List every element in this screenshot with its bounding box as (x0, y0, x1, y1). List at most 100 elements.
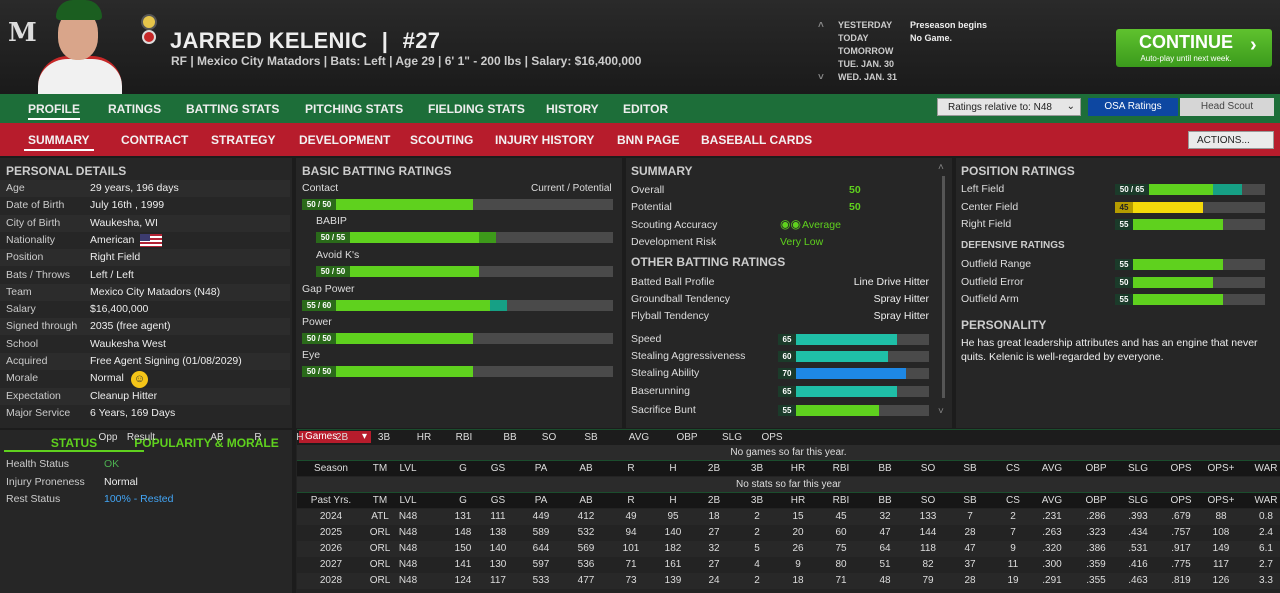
games-col-header[interactable]: R (254, 432, 262, 443)
season-col-header[interactable]: OPS+ (1207, 463, 1235, 474)
calendar-down-icon[interactable]: ˅ (818, 72, 824, 83)
scroll-up-icon[interactable]: ˄ (938, 162, 944, 173)
games-col-header[interactable]: SO (541, 432, 557, 443)
calendar-day[interactable]: TODAY (838, 33, 869, 43)
games-col-header[interactable]: H (296, 432, 304, 443)
games-col-header[interactable]: RBI (455, 432, 473, 443)
past-col-header[interactable]: RBI (832, 495, 850, 506)
season-col-header[interactable]: PA (534, 463, 548, 474)
ratings-relative-select[interactable]: Ratings relative to: N48 ⌄ (937, 98, 1081, 116)
season-col-header[interactable]: G (459, 463, 467, 474)
games-col-header[interactable]: HR (416, 432, 432, 443)
osa-ratings-toggle[interactable]: OSA Ratings (1088, 98, 1178, 116)
subtab-bnn-page[interactable]: BNN PAGE (617, 133, 680, 147)
status-tab[interactable]: STATUS (4, 434, 144, 452)
subtab-baseball-cards[interactable]: BASEBALL CARDS (701, 133, 813, 147)
player-name-line: JARRED KELENIC | #27 (170, 28, 440, 54)
season-col-header[interactable]: AB (579, 463, 593, 474)
games-col-header[interactable]: AVG (628, 432, 650, 443)
season-col-header[interactable]: CS (1006, 463, 1020, 474)
past-col-header[interactable]: PA (534, 495, 548, 506)
past-col-header[interactable]: TM (372, 495, 388, 506)
stat-cell: 597 (532, 559, 550, 570)
subtab-strategy[interactable]: STRATEGY (211, 133, 276, 147)
games-dropdown[interactable]: Games ▾ (299, 431, 371, 443)
season-col-header[interactable]: WAR (1254, 463, 1278, 474)
season-col-header[interactable]: 2B (707, 463, 721, 474)
calendar-up-icon[interactable]: ˄ (818, 20, 824, 31)
past-col-header[interactable]: BB (878, 495, 892, 506)
season-col-header[interactable]: AVG (1041, 463, 1063, 474)
season-col-header[interactable]: LVL (399, 463, 417, 474)
games-col-header[interactable]: AB (210, 432, 224, 443)
games-col-header[interactable]: Opp (98, 432, 118, 443)
season-col-header[interactable]: OBP (1085, 463, 1107, 474)
games-col-header[interactable]: OBP (676, 432, 698, 443)
games-col-header[interactable]: Result (126, 432, 156, 443)
past-col-header[interactable]: AVG (1041, 495, 1063, 506)
past-col-header[interactable]: SO (920, 495, 936, 506)
past-col-header[interactable]: CS (1006, 495, 1020, 506)
season-col-header[interactable]: GS (490, 463, 506, 474)
subtab-development[interactable]: DEVELOPMENT (299, 133, 391, 147)
tab-editor[interactable]: EDITOR (623, 102, 669, 116)
tab-history[interactable]: HISTORY (546, 102, 599, 116)
season-col-header[interactable]: SO (920, 463, 936, 474)
past-col-header[interactable]: OPS+ (1207, 495, 1235, 506)
past-col-header[interactable]: HR (790, 495, 806, 506)
season-col-header[interactable]: BB (878, 463, 892, 474)
season-col-header[interactable]: HR (790, 463, 806, 474)
games-col-header[interactable]: OPS (761, 432, 783, 443)
tab-batting-stats[interactable]: BATTING STATS (186, 102, 280, 116)
games-col-header[interactable]: BB (503, 432, 517, 443)
season-col-header[interactable]: TM (372, 463, 388, 474)
rating-badge: 50 / 50 (316, 266, 350, 277)
past-col-header[interactable]: SB (963, 495, 977, 506)
past-col-header[interactable]: SLG (1127, 495, 1149, 506)
season-col-header[interactable]: SB (963, 463, 977, 474)
past-col-header[interactable]: G (459, 495, 467, 506)
subtab-scouting[interactable]: SCOUTING (410, 133, 474, 147)
games-col-header[interactable]: SB (584, 432, 598, 443)
season-col-header[interactable]: OPS (1170, 463, 1192, 474)
past-col-header[interactable]: WAR (1254, 495, 1278, 506)
subtab-contract[interactable]: CONTRACT (121, 133, 189, 147)
scroll-down-icon[interactable]: ˅ (938, 406, 944, 417)
season-col-header[interactable]: SLG (1127, 463, 1149, 474)
subtab-injury-history[interactable]: INJURY HISTORY (495, 133, 595, 147)
past-col-header[interactable]: LVL (399, 495, 417, 506)
games-col-header[interactable]: 2B (335, 432, 349, 443)
season-col-header[interactable]: H (669, 463, 677, 474)
actions-menu-button[interactable]: ACTIONS... (1188, 131, 1274, 149)
season-col-header[interactable]: 3B (750, 463, 764, 474)
tab-pitching-stats[interactable]: PITCHING STATS (305, 102, 404, 116)
calendar-day[interactable]: YESTERDAY (838, 20, 893, 30)
subtab-summary[interactable]: SUMMARY (24, 133, 94, 151)
past-col-header[interactable]: R (627, 495, 635, 506)
past-col-header[interactable]: AB (579, 495, 593, 506)
past-col-header[interactable]: 3B (750, 495, 764, 506)
games-col-header[interactable]: 3B (377, 432, 391, 443)
tab-profile[interactable]: PROFILE (28, 102, 81, 120)
past-col-header[interactable]: GS (490, 495, 506, 506)
calendar-day[interactable]: TOMORROW (838, 46, 894, 56)
summary-scrollbar[interactable] (942, 176, 945, 398)
head-scout-toggle[interactable]: Head Scout (1180, 98, 1274, 116)
continue-button[interactable]: CONTINUE Auto-play until next week. › (1116, 29, 1272, 67)
chevron-down-icon: ⌄ (1066, 101, 1075, 112)
season-col-header[interactable]: RBI (832, 463, 850, 474)
calendar-day[interactable]: WED. JAN. 31 (838, 72, 898, 82)
tab-ratings[interactable]: RATINGS (108, 102, 162, 116)
past-col-header[interactable]: Past Yrs. (310, 495, 352, 506)
past-col-header[interactable]: 2B (707, 495, 721, 506)
defense-fill (1115, 259, 1223, 270)
calendar-day[interactable]: TUE. JAN. 30 (838, 59, 895, 69)
popularity-morale-tab[interactable]: POPULARITY & MORALE (134, 436, 279, 450)
past-col-header[interactable]: OPS (1170, 495, 1192, 506)
tab-fielding-stats[interactable]: FIELDING STATS (428, 102, 525, 116)
games-col-header[interactable]: SLG (721, 432, 743, 443)
past-col-header[interactable]: OBP (1085, 495, 1107, 506)
past-col-header[interactable]: H (669, 495, 677, 506)
season-col-header[interactable]: R (627, 463, 635, 474)
season-col-header[interactable]: Season (314, 463, 348, 474)
